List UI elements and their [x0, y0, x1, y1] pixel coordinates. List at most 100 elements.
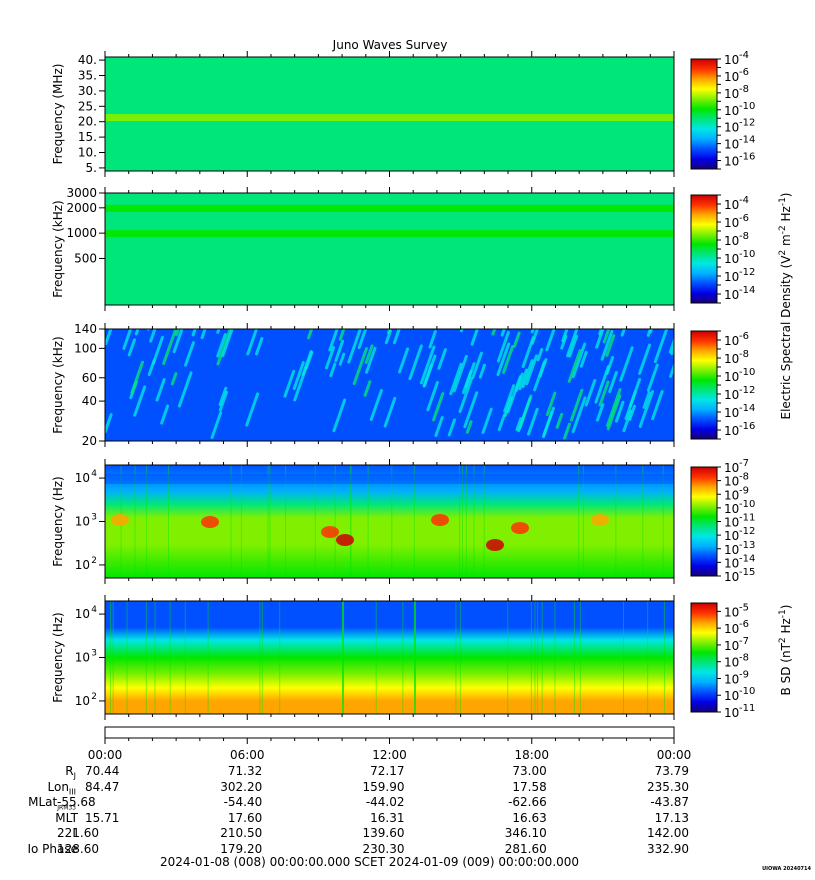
- y-tick-label: 60: [82, 371, 97, 385]
- hotspot: [336, 534, 354, 546]
- burst-streak: [155, 378, 166, 402]
- colorbar-tick-exponent: -8: [739, 84, 749, 95]
- ephemeris-value: -43.87: [650, 795, 689, 809]
- spectrogram-3: [105, 465, 674, 578]
- colorbar-tick-label: 10: [724, 406, 739, 420]
- y-tick-label: 5.: [86, 161, 97, 175]
- ephemeris-value: 139.60: [362, 826, 405, 840]
- burst-streak: [452, 354, 468, 393]
- colorbar-tick-label: 10: [724, 605, 739, 619]
- burst-streak: [481, 407, 493, 435]
- burst-streak: [151, 335, 165, 365]
- panel-hf-mhz: 5.10. 15.20. 25.30. 35.40. Frequency (MHz) 10…: [51, 50, 755, 177]
- burst-streak: [160, 404, 170, 425]
- burst-streak: [191, 329, 197, 337]
- colorbar-tick-exponent: -16: [739, 152, 755, 163]
- y-tick-exponent: 3: [91, 649, 97, 659]
- colorbar-tick-label: 10: [724, 461, 739, 475]
- y-axis-label: Frequency (kHz): [51, 336, 65, 433]
- burst-streak: [521, 359, 534, 389]
- time-tick-label: 12:00: [372, 748, 407, 762]
- burst-streak: [162, 329, 177, 365]
- burst-streak: [497, 413, 506, 432]
- ephemeris-value: 179.20: [220, 841, 263, 856]
- emission-band: [105, 204, 674, 212]
- colorbar-tick-exponent: -7: [739, 458, 749, 469]
- burst-streak: [568, 334, 579, 358]
- colorbar-tick-label: 10: [724, 706, 739, 720]
- y-tick-label: 3000: [66, 186, 97, 200]
- colorbar-tick-label: 10: [724, 672, 739, 686]
- hotspot: [111, 514, 129, 526]
- burst-streak: [594, 365, 610, 404]
- burst-streak: [398, 347, 410, 374]
- colorbar-tick-exponent: -8: [739, 231, 749, 242]
- ephemeris-value: 230.30: [362, 841, 405, 856]
- ephemeris-value: -44.02: [365, 795, 405, 809]
- burst-streak: [502, 345, 515, 374]
- y-tick-label: 1000: [66, 226, 97, 240]
- colorbar-tick-exponent: -10: [739, 686, 755, 697]
- colorbar-tick-exponent: -6: [739, 67, 749, 78]
- burst-streak: [595, 329, 605, 349]
- ephemeris-label: Io Phase: [27, 841, 78, 856]
- burst-streak: [283, 369, 296, 398]
- time-tick-label: 00:00: [87, 748, 123, 762]
- burst-streak: [600, 329, 614, 361]
- ephemeris-value: 302.20: [220, 779, 263, 794]
- burst-streak: [177, 371, 193, 408]
- burst-streak: [649, 329, 654, 334]
- burst-streak: [172, 329, 184, 354]
- y-tick-label: 40.: [78, 53, 97, 67]
- burst-streak: [517, 396, 532, 433]
- upper-band: [105, 474, 674, 484]
- hotspot: [321, 526, 339, 538]
- burst-streak: [352, 347, 368, 386]
- y-tick-label: 10: [75, 607, 90, 621]
- colorbar-gradient: [690, 330, 718, 440]
- colorbar-tick-label: 10: [724, 556, 739, 570]
- burst-streak: [292, 361, 305, 391]
- burst-streak: [332, 398, 347, 433]
- burst-streak: [513, 331, 521, 348]
- ephemeris-value: 142.00: [647, 826, 689, 840]
- ephemeris-value: -62.66: [508, 795, 547, 809]
- burst-streak: [518, 368, 529, 391]
- burst-streak: [545, 329, 556, 352]
- colorbar-tick-exponent: -10: [739, 101, 755, 112]
- colorbar-tick-exponent: -14: [739, 403, 755, 414]
- burst-streak: [465, 420, 473, 434]
- burst-streak: [538, 358, 548, 378]
- burst-streak: [245, 392, 260, 427]
- burst-streak: [503, 384, 516, 413]
- ephemeris-label: RJ: [65, 764, 76, 781]
- burst-streak: [567, 349, 582, 383]
- ephemeris-value: 235.30: [647, 779, 689, 794]
- hotspot: [486, 539, 504, 551]
- y-tick-label: 15.: [78, 130, 97, 144]
- burst-streak: [530, 329, 539, 345]
- burst-streak: [536, 348, 544, 362]
- colorbar-tick-exponent: -6: [739, 331, 749, 342]
- burst-streak: [606, 388, 622, 427]
- y-tick-label: 2000: [66, 201, 97, 215]
- emission-band: [105, 114, 674, 122]
- burst-streak: [606, 394, 622, 431]
- burst-streak: [133, 385, 147, 417]
- ephemeris-value: 210.50: [220, 826, 263, 840]
- colorbar-tick-label: 10: [724, 198, 739, 212]
- burst-streak: [149, 329, 157, 343]
- colorbar-tick-label: 10: [724, 502, 739, 516]
- y-tick-label: 35.: [78, 68, 97, 82]
- processing-stamp: UIOWA 20240714: [762, 866, 811, 872]
- hotspot: [431, 514, 449, 526]
- burst-streak: [426, 381, 439, 412]
- burst-streak: [470, 329, 480, 346]
- magnetic-colorbar-label: B SD (nT2 Hz-1): [778, 605, 793, 696]
- burst-streak: [105, 413, 113, 434]
- ephemeris-value: 346.10: [504, 826, 547, 840]
- burst-streak: [434, 416, 444, 438]
